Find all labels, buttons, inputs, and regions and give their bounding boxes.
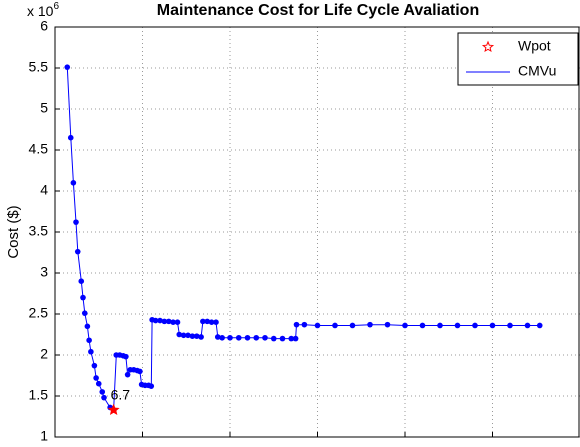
point-marker (402, 322, 408, 329)
point-marker (137, 368, 143, 375)
point-marker (81, 310, 88, 316)
y-axis-label: Cost ($) (5, 205, 22, 258)
point-marker (227, 334, 233, 341)
point-marker (174, 319, 181, 326)
point-marker (219, 334, 225, 341)
y-multiplier: x 106 (27, 1, 59, 19)
point-marker (193, 333, 200, 339)
chart-title: Maintenance Cost for Life Cycle Avaliati… (157, 2, 479, 19)
point-marker (70, 180, 77, 186)
point-marker (213, 319, 219, 326)
point-marker (489, 322, 496, 329)
y-multiplier-exponent: 6 (53, 1, 59, 12)
y-multiplier-base: x 10 (27, 3, 54, 19)
point-marker (170, 319, 176, 326)
point-marker (152, 317, 159, 324)
y-tick-label: 1.5 (29, 387, 49, 403)
y-tick-label: 6 (40, 18, 48, 34)
point-marker (536, 322, 543, 329)
point-marker (180, 332, 187, 339)
point-marker (93, 375, 99, 381)
legend-box (457, 32, 579, 86)
point-marker (95, 380, 102, 387)
y-tick-label: 4 (40, 182, 48, 198)
point-marker (293, 321, 300, 328)
point-marker (262, 334, 268, 341)
point-marker (84, 323, 91, 330)
point-marker (204, 318, 211, 325)
point-marker (253, 334, 260, 341)
point-marker (64, 64, 71, 70)
point-marker (332, 322, 338, 329)
point-marker (214, 334, 221, 340)
star-marker (107, 403, 120, 416)
point-marker (235, 334, 242, 341)
point-marker (472, 322, 478, 329)
point-marker (270, 335, 277, 342)
point-marker (78, 278, 85, 285)
point-marker (161, 318, 168, 325)
point-marker (437, 322, 443, 329)
point-marker (123, 353, 129, 360)
legend-label: CMVu (518, 63, 556, 79)
point-marker (367, 321, 373, 328)
point-marker (176, 331, 183, 338)
y-tick-label: 3 (40, 264, 48, 280)
y-tick-label: 5.5 (29, 59, 49, 75)
point-marker (288, 335, 295, 342)
y-tick-label: 2 (40, 346, 48, 362)
y-tick-label: 1 (40, 428, 48, 442)
point-marker (157, 317, 163, 324)
point-marker (454, 322, 461, 329)
point-marker (99, 389, 106, 395)
point-marker (208, 319, 215, 326)
point-marker (148, 383, 155, 389)
legend-symbol (481, 40, 495, 53)
point-marker (292, 335, 299, 342)
point-marker (91, 362, 98, 369)
point-marker (73, 219, 79, 225)
point-marker (185, 332, 191, 339)
y-tick-label: 4.5 (29, 141, 49, 157)
point-marker (198, 334, 204, 340)
point-marker (101, 394, 107, 401)
point-marker (67, 134, 74, 141)
y-tick-label: 2.5 (29, 305, 49, 321)
point-marker (279, 335, 286, 342)
point-marker (244, 334, 251, 341)
legend-label: Wpot (518, 38, 551, 54)
point-marker (507, 322, 513, 329)
point-marker (524, 322, 531, 329)
point-marker (384, 321, 391, 328)
point-marker (419, 322, 426, 329)
point-annotation: 6.7 (111, 387, 131, 403)
y-tick-label: 5 (40, 100, 48, 116)
point-marker (80, 294, 86, 301)
point-marker (200, 318, 206, 325)
point-marker (189, 333, 196, 339)
point-marker (165, 318, 172, 325)
point-marker (88, 348, 94, 355)
point-marker (74, 248, 81, 255)
plot-frame (54, 26, 580, 438)
point-marker (349, 322, 356, 329)
point-marker (314, 322, 321, 329)
point-marker (301, 321, 308, 328)
y-tick-label: 3.5 (29, 223, 49, 239)
point-marker (86, 337, 92, 344)
point-marker (124, 371, 131, 378)
